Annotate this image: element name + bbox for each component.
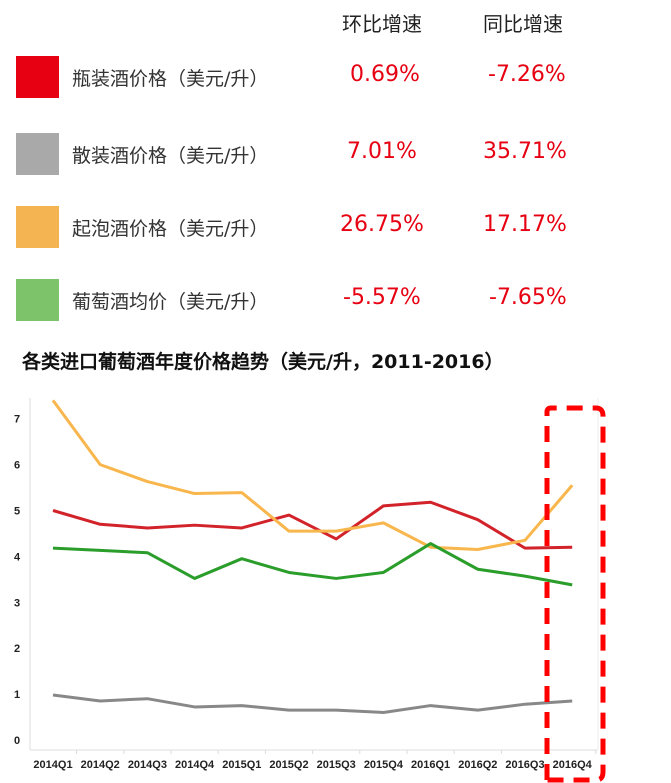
- x-tick-label: 2014Q2: [81, 759, 120, 771]
- x-tick-label: 2016Q4: [553, 759, 593, 771]
- row-label: 散装酒价格（美元/升）: [72, 145, 269, 167]
- series-line-0: [52, 500, 573, 550]
- legend-row-sparkling: 起泡酒价格（美元/升） 26.75% 17.17%: [0, 206, 671, 248]
- row-label: 起泡酒价格（美元/升）: [72, 218, 269, 240]
- yoy-value: -7.65%: [489, 285, 567, 310]
- series-line-3: [52, 542, 573, 587]
- legend-row-bottled: 瓶装酒价格（美元/升） 0.69% -7.26%: [0, 56, 671, 98]
- row-label: 瓶装酒价格（美元/升）: [72, 68, 269, 90]
- x-tick-label: 2014Q3: [128, 759, 167, 771]
- x-tick-label: 2015Q2: [269, 759, 308, 771]
- bottled-swatch: [16, 56, 59, 98]
- x-tick-label: 2014Q1: [33, 759, 72, 771]
- highlight-box-2016q4: [544, 405, 606, 783]
- y-tick-label: 0: [14, 735, 20, 747]
- yoy-value: 17.17%: [483, 212, 567, 237]
- mom-value: 0.69%: [350, 62, 420, 87]
- series-line-1: [52, 693, 573, 714]
- legend-row-bulk: 散装酒价格（美元/升） 7.01% 35.71%: [0, 133, 671, 175]
- mom-value: -5.57%: [343, 285, 421, 310]
- x-tick-label: 2014Q4: [175, 759, 215, 771]
- x-tick-label: 2015Q3: [317, 759, 356, 771]
- row-label: 葡萄酒均价（美元/升）: [72, 291, 269, 313]
- y-tick-label: 1: [14, 689, 20, 701]
- sparkling-swatch: [16, 206, 59, 248]
- legend-row-average: 葡萄酒均价（美元/升） -5.57% -7.65%: [0, 279, 671, 321]
- header-mom: 环比增速: [342, 12, 422, 36]
- x-tick-label: 2015Q1: [222, 759, 261, 771]
- y-tick-label: 6: [14, 460, 20, 472]
- y-tick-label: 3: [14, 597, 20, 609]
- header-yoy: 同比增速: [483, 12, 563, 36]
- bulk-swatch: [16, 133, 59, 175]
- yoy-value: -7.26%: [488, 62, 566, 87]
- mom-value: 26.75%: [340, 212, 424, 237]
- average-swatch: [16, 279, 59, 321]
- series-line-2: [51, 399, 574, 552]
- yoy-value: 35.71%: [483, 139, 567, 164]
- y-tick-label: 4: [14, 551, 21, 563]
- y-tick-label: 5: [14, 506, 20, 518]
- y-tick-label: 2: [14, 643, 20, 655]
- x-tick-label: 2016Q3: [505, 759, 544, 771]
- x-tick-label: 2015Q4: [364, 759, 404, 771]
- x-tick-label: 2016Q1: [411, 759, 450, 771]
- mom-value: 7.01%: [347, 139, 417, 164]
- y-tick-label: 7: [14, 414, 20, 426]
- chart-title: 各类进口葡萄酒年度价格趋势（美元/升，2011-2016）: [22, 351, 504, 373]
- x-tick-label: 2016Q2: [458, 759, 497, 771]
